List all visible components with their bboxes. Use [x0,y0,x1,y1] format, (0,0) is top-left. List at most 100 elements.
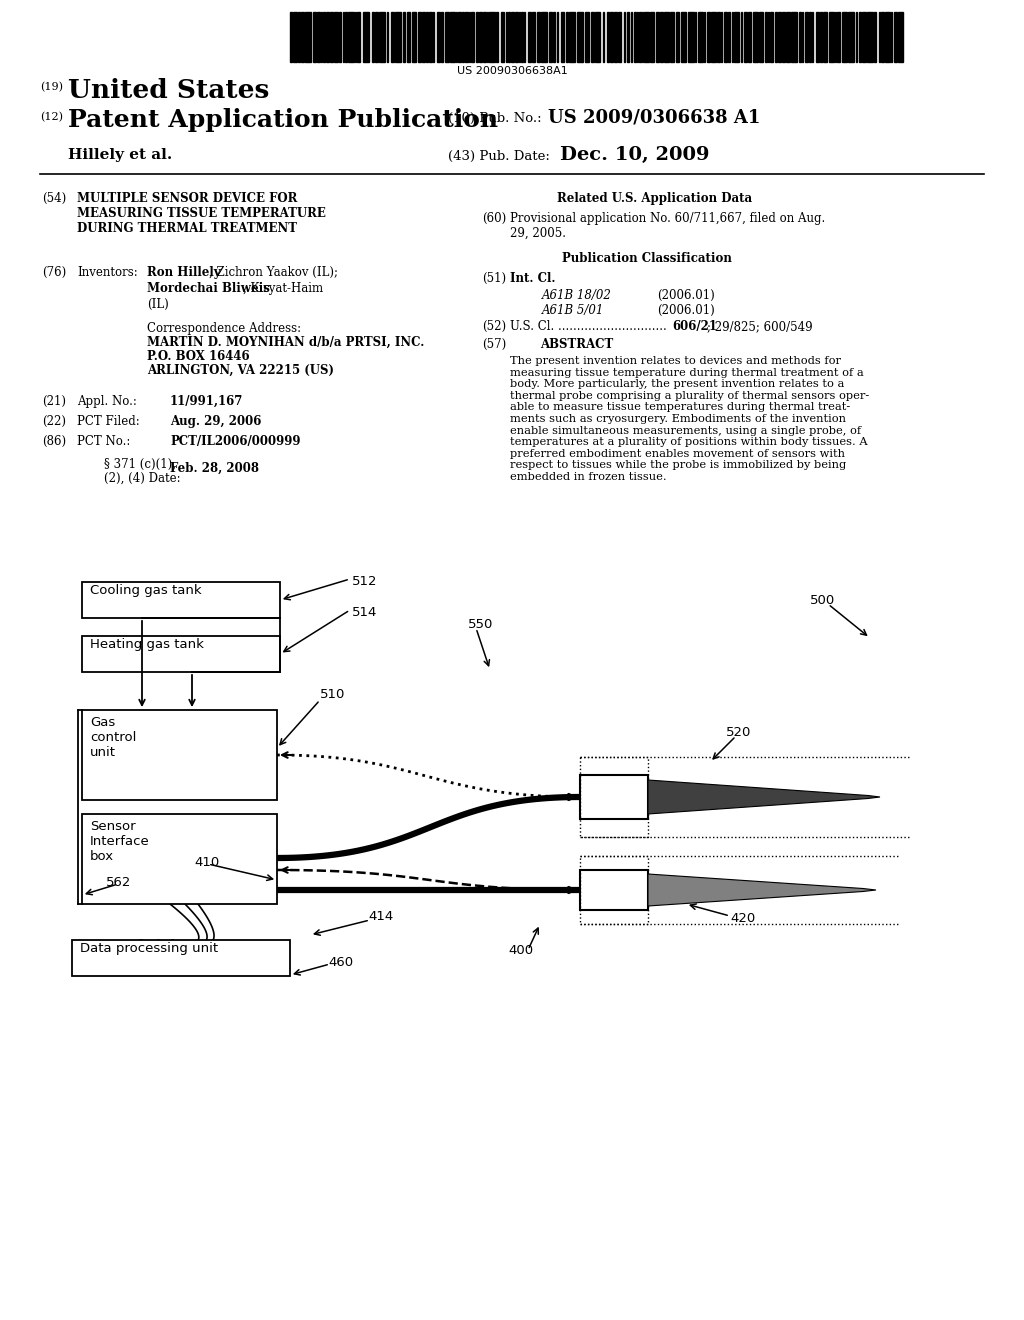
Bar [403,12,404,62]
Text: Patent Application Publication: Patent Application Publication [68,108,498,132]
Bar [471,12,474,62]
Bar [660,12,663,62]
Polygon shape [648,780,880,814]
Text: (51): (51) [482,272,506,285]
Text: 410: 410 [194,855,219,869]
Bar [861,12,866,62]
Bar [298,12,299,62]
Bar [580,775,648,818]
Text: Dec. 10, 2009: Dec. 10, 2009 [560,147,710,164]
Bar [482,12,485,62]
Text: 510: 510 [319,688,345,701]
Bar [339,12,341,62]
Bar [613,12,616,62]
Bar [345,12,346,62]
Text: PCT/IL2006/000999: PCT/IL2006/000999 [170,436,300,447]
Bar [304,12,310,62]
Bar [711,12,716,62]
Text: MARTIN D. MOYNIHAN d/b/a PRTSI, INC.: MARTIN D. MOYNIHAN d/b/a PRTSI, INC. [147,337,424,348]
Text: (43) Pub. Date:: (43) Pub. Date: [449,150,550,162]
Bar [428,12,431,62]
Bar [566,12,567,62]
Text: Publication Classification: Publication Classification [562,252,732,265]
Text: ARLINGTON, VA 22215 (US): ARLINGTON, VA 22215 (US) [147,364,334,378]
Bar [549,12,552,62]
Text: (60): (60) [482,213,506,224]
Bar [412,12,416,62]
Text: United States: United States [68,78,269,103]
Bar [441,12,442,62]
Text: PCT Filed:: PCT Filed: [77,414,139,428]
Bar [354,12,356,62]
Bar [656,12,659,62]
Bar [822,12,827,62]
Text: 420: 420 [730,912,756,925]
Text: (10) Pub. No.:: (10) Pub. No.: [449,112,546,125]
Text: Sensor
Interface
box: Sensor Interface box [90,820,150,863]
Bar [290,12,292,62]
Bar [386,12,388,62]
Bar [585,12,589,62]
Bar [379,12,384,62]
Bar [375,12,378,62]
Bar [501,12,504,62]
Text: Int. Cl.: Int. Cl. [510,272,555,285]
Text: ABSTRACT: ABSTRACT [541,338,613,351]
Text: Heating gas tank: Heating gas tank [90,638,204,651]
Bar [765,12,767,62]
Text: 11/991,167: 11/991,167 [170,395,244,408]
Bar [637,12,638,62]
Bar [617,12,621,62]
Text: (54): (54) [42,191,67,205]
Bar [407,12,410,62]
Text: 500: 500 [810,594,836,607]
Text: Gas
control
unit: Gas control unit [90,715,136,759]
Bar [444,12,449,62]
Text: MULTIPLE SENSOR DEVICE FOR
MEASURING TISSUE TEMPERATURE
DURING THERMAL TREATMENT: MULTIPLE SENSOR DEVICE FOR MEASURING TIS… [77,191,326,235]
Bar [82,582,280,618]
Text: Hillely et al.: Hillely et al. [68,148,172,162]
Text: 562: 562 [106,876,131,888]
Text: (22): (22) [42,414,66,428]
Bar [829,12,834,62]
Bar [842,12,847,62]
Bar [568,12,574,62]
Bar [694,12,696,62]
Text: Cooling gas tank: Cooling gas tank [90,583,202,597]
Bar [506,12,507,62]
Bar [879,12,880,62]
Bar [357,12,360,62]
Bar [496,12,498,62]
Text: (2006.01): (2006.01) [657,304,715,317]
Bar [624,12,625,62]
Bar [777,12,780,62]
Bar [82,636,280,672]
Bar [644,12,648,62]
Bar [342,12,344,62]
Bar [323,12,325,62]
Bar [759,12,763,62]
Bar [698,12,702,62]
Text: Ron Hillely: Ron Hillely [147,267,220,279]
Bar [768,12,769,62]
Text: A61B 5/01: A61B 5/01 [542,304,604,317]
Text: (76): (76) [42,267,67,279]
Bar [855,12,857,62]
Text: U.S. Cl. .............................: U.S. Cl. ............................. [510,319,667,333]
Bar [437,12,440,62]
Bar [835,12,836,62]
Bar [312,12,315,62]
Bar [848,12,853,62]
Bar [744,12,746,62]
Bar [528,12,531,62]
Bar [721,12,722,62]
Bar [362,12,369,62]
Bar [820,12,821,62]
Text: 606/21: 606/21 [672,319,717,333]
Bar [740,12,742,62]
Text: (2006.01): (2006.01) [657,289,715,302]
Bar [781,12,784,62]
Bar [478,12,481,62]
Bar [326,12,329,62]
Text: Appl. No.:: Appl. No.: [77,395,137,408]
